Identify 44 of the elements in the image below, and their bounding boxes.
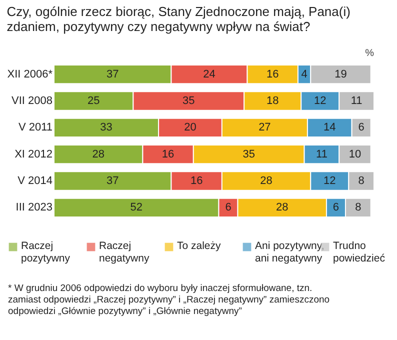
data-label: 37: [106, 175, 119, 187]
data-label: 19: [334, 68, 347, 80]
legend-label: Raczej pozytywny: [21, 240, 71, 264]
data-label: 6: [225, 202, 232, 214]
data-label: 16: [190, 175, 203, 187]
data-label: 16: [266, 68, 279, 80]
data-label: 6: [332, 202, 340, 214]
text: %: [365, 48, 374, 59]
data-label: 10: [348, 148, 362, 160]
legend-label: Raczej negatywny: [99, 240, 150, 264]
y-tick-label: VII 2008: [12, 95, 52, 107]
data-label: 24: [203, 68, 216, 80]
chart-title: Czy, ogólnie rzecz biorąc, Stany Zjednoczone mają, Pana(i) zdaniem, pozytywny czy negatywny wpływ na świat?: [6, 4, 350, 34]
data-label: 11: [316, 148, 328, 160]
data-label: 28: [92, 148, 104, 160]
data-label: 8: [355, 202, 362, 214]
data-label: 35: [182, 95, 195, 107]
y-tick-label: V 2014: [18, 175, 52, 187]
data-label: 28: [276, 202, 288, 214]
legend-label: Trudno powiedzieć: [333, 240, 385, 264]
legend-label: To zależy: [177, 240, 222, 252]
data-label: 6: [358, 122, 364, 134]
data-label: 33: [100, 122, 112, 134]
legend-label: Ani pozytywny, ani negatywny: [255, 240, 324, 264]
y-tick-label: XI 2012: [14, 148, 52, 160]
data-label: 16: [162, 148, 174, 160]
data-label: 12: [314, 95, 326, 107]
data-label: 37: [106, 68, 119, 80]
text: * W grudniu 2006 odpowiedzi do wyboru były inaczej sformułowane, tzn. zamiast odpowiedzi „Raczej pozytywny” i „Raczej negatywny” zamieszczono odpowiedzi „Głównie pozytywny” i „Głównie negatywny”: [8, 283, 330, 317]
y-tick-label: XII 2006*: [7, 68, 54, 80]
data-label: 27: [258, 122, 271, 134]
data-label: 28: [260, 175, 272, 187]
data-label: 12: [324, 175, 336, 187]
data-label: 35: [242, 148, 255, 160]
data-label: 25: [87, 95, 100, 107]
y-tick-label: III 2023: [16, 202, 52, 214]
data-label: 11: [350, 95, 362, 107]
data-label: 20: [184, 122, 196, 134]
data-label: 14: [324, 122, 336, 134]
data-label: 8: [358, 175, 364, 187]
data-label: 4: [301, 68, 308, 80]
y-tick-label: V 2011: [18, 122, 52, 134]
data-label: 18: [266, 95, 279, 107]
data-label: 52: [130, 202, 142, 214]
